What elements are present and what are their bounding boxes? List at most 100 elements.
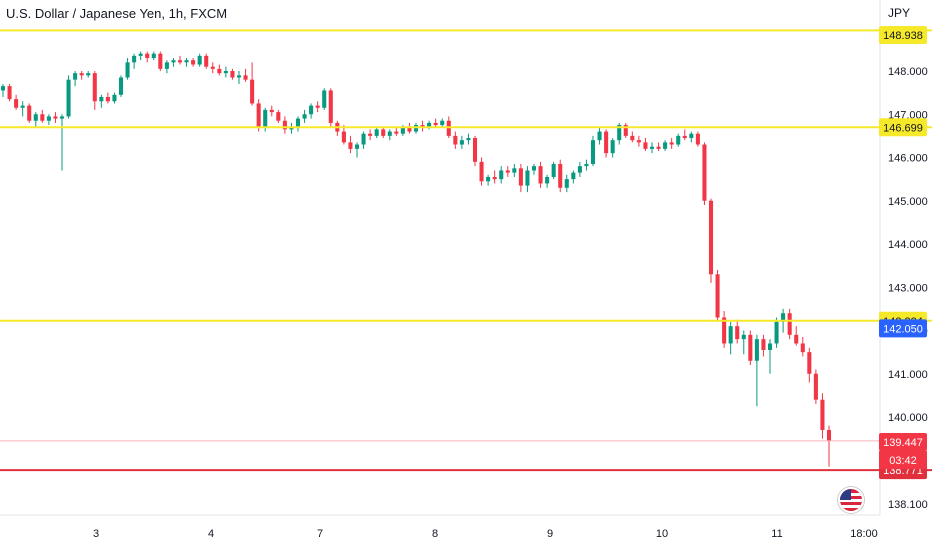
candle-body (446, 120, 451, 136)
candle-body (105, 96, 110, 102)
candle-body (820, 399, 825, 430)
candle-body (505, 170, 510, 173)
y-tick-label: 144.000 (888, 239, 928, 251)
candle-body (53, 116, 58, 119)
candle-body (767, 343, 773, 350)
candle-body (479, 161, 484, 182)
candle-body (368, 133, 373, 136)
candle-body (40, 114, 45, 121)
candle-body (289, 127, 294, 130)
candle-body (800, 343, 805, 353)
candle-body (295, 118, 301, 128)
candle-body (571, 172, 576, 180)
candle-body (0, 86, 6, 91)
candle-body (151, 53, 156, 59)
x-tick-label: 11 (771, 528, 782, 540)
x-tick-label: 7 (317, 528, 323, 540)
level-price-label: 148.938 (883, 30, 923, 42)
candle-body (322, 90, 327, 108)
candle-body (7, 86, 12, 100)
y-tick-label: 145.000 (888, 196, 928, 208)
candle-body (230, 71, 235, 78)
candle-body (20, 105, 25, 108)
candle-body (250, 79, 255, 104)
candle-body (492, 176, 497, 180)
candle-body (328, 90, 333, 123)
candle-body (630, 135, 635, 141)
candle-body (669, 142, 674, 145)
candle-body (564, 179, 569, 188)
candle-body (486, 176, 491, 182)
candle-body (643, 142, 648, 149)
candle-body (433, 122, 438, 126)
candle-body (623, 125, 628, 136)
candle-body (197, 55, 202, 65)
price-tag-label: 03:42 (889, 455, 917, 467)
candle-body (590, 140, 596, 164)
y-tick-label: 138.100 (888, 499, 928, 511)
candle-body (774, 321, 779, 344)
candle-body (223, 71, 228, 74)
candle-body (663, 142, 668, 149)
candle-body (381, 129, 386, 136)
price-tag (879, 433, 927, 451)
candle-body (59, 116, 65, 119)
candle-body (741, 334, 746, 340)
candle-body (210, 66, 215, 69)
candle-body (348, 142, 353, 149)
candle-body (676, 135, 681, 145)
candle-body (558, 163, 563, 188)
y-tick-label: 148.000 (888, 66, 928, 78)
candle-body (794, 334, 799, 344)
candle-body (132, 55, 137, 63)
candle-body (263, 109, 268, 128)
candle-body (512, 168, 517, 173)
candle-body (466, 138, 471, 141)
candle-body (125, 62, 130, 78)
candle-body (813, 373, 818, 400)
candle-body (472, 138, 478, 162)
candle-body (145, 53, 150, 59)
candle-body (73, 73, 78, 80)
candle-body (243, 75, 248, 80)
candle-body (27, 105, 32, 121)
candle-body (722, 317, 727, 344)
candle-body (682, 135, 687, 139)
x-tick-label: 8 (432, 528, 438, 540)
candle-body (656, 146, 661, 149)
candle-body (394, 131, 399, 134)
candle-body (413, 125, 419, 132)
candle-body (715, 274, 720, 318)
price-tag-label: 139.447 (883, 437, 923, 449)
candle-body (79, 73, 84, 76)
candle-body (420, 125, 425, 128)
price-tag (879, 451, 927, 469)
candle-body (689, 133, 694, 139)
us-flag-icon[interactable] (838, 487, 864, 513)
candle-body (453, 135, 458, 145)
candle-body (518, 168, 523, 186)
candle-body (341, 131, 346, 143)
candle-body (282, 120, 287, 130)
candle-body (826, 429, 832, 441)
candle-body (781, 313, 786, 322)
candle-body (217, 68, 222, 74)
candle-body (636, 140, 641, 143)
candle-body (525, 170, 530, 186)
candle-body (610, 140, 615, 154)
candle-body (361, 133, 366, 145)
y-tick-label: 140.000 (888, 412, 928, 424)
candle-body (748, 334, 753, 361)
candle-body (754, 339, 759, 361)
level-price-tag (879, 118, 927, 137)
x-tick-label: 9 (547, 528, 553, 540)
candle-body (118, 77, 124, 95)
candle-body (236, 75, 242, 78)
price-tag-label: 142.050 (883, 323, 923, 335)
symbol-title[interactable]: U.S. Dollar / Japanese Yen, 1h, FXCM (6, 6, 228, 21)
candle-body (459, 140, 464, 145)
candle-body (604, 131, 609, 154)
candle-body (440, 120, 445, 126)
